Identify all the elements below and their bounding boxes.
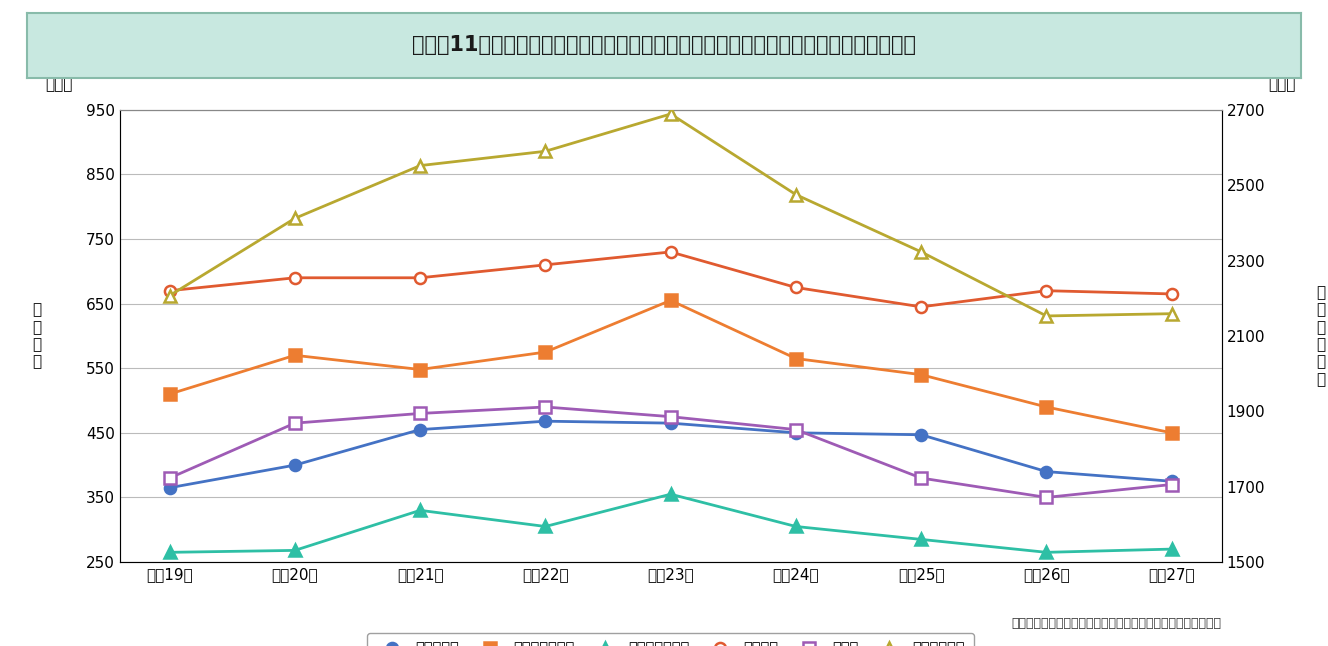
仕事疲れ (663, 248, 679, 256)
仕事の失敗 (538, 417, 554, 425)
その他 (287, 419, 303, 427)
職場の人間関係 (412, 366, 428, 373)
勤務問題合計 (1163, 310, 1179, 318)
勤務問題合計 (412, 162, 428, 169)
職場の人間関係 (788, 355, 803, 362)
勤務問題合計 (914, 248, 930, 256)
職場の人間関係 (287, 351, 303, 359)
仕事疲れ (538, 261, 554, 269)
勤務問題合計 (788, 191, 803, 198)
仕事疲れ (412, 274, 428, 282)
仕事の失敗 (914, 431, 930, 439)
職場環境の変化 (287, 547, 303, 554)
仕事の失敗 (663, 419, 679, 427)
仕事の失敗 (412, 426, 428, 433)
Text: （人）: （人） (1268, 77, 1296, 92)
Text: 第２－11図　「勤務問題」を原因・動機とする自殺者数の推移（原因・動機小分類別）: 第２－11図 「勤務問題」を原因・動機とする自殺者数の推移（原因・動機小分類別） (412, 36, 916, 55)
その他 (914, 474, 930, 482)
Line: 仕事の失敗: 仕事の失敗 (165, 415, 1177, 494)
仕事の失敗 (788, 429, 803, 437)
勤務問題合計 (287, 214, 303, 222)
Text: 勤
務
問
題
合
計: 勤 務 問 題 合 計 (1316, 285, 1325, 387)
仕事疲れ (287, 274, 303, 282)
その他 (1163, 481, 1179, 488)
その他 (788, 426, 803, 433)
仕事の失敗 (162, 484, 178, 492)
仕事疲れ (914, 303, 930, 311)
職場環境の変化 (663, 490, 679, 498)
仕事の失敗 (287, 461, 303, 469)
職場の人間関係 (1163, 429, 1179, 437)
Line: 職場環境の変化: 職場環境の変化 (163, 488, 1178, 559)
職場環境の変化 (162, 548, 178, 556)
職場環境の変化 (788, 523, 803, 530)
Line: その他: その他 (165, 401, 1177, 503)
職場環境の変化 (1163, 545, 1179, 553)
勤務問題合計 (538, 147, 554, 155)
職場の人間関係 (538, 348, 554, 356)
仕事疲れ (788, 284, 803, 291)
職場環境の変化 (914, 536, 930, 543)
勤務問題合計 (663, 110, 679, 118)
その他 (412, 410, 428, 417)
職場環境の変化 (1038, 548, 1054, 556)
仕事疲れ (162, 287, 178, 295)
勤務問題合計 (162, 292, 178, 300)
職場の人間関係 (1038, 403, 1054, 411)
Line: 仕事疲れ: 仕事疲れ (165, 246, 1177, 313)
職場の人間関係 (162, 390, 178, 398)
その他 (1038, 494, 1054, 501)
職場環境の変化 (538, 523, 554, 530)
Line: 職場の人間関係: 職場の人間関係 (165, 295, 1177, 439)
その他 (663, 413, 679, 421)
Text: 資料：警察庁「自殺統計」より厚生労働省自殺対策推進室作成: 資料：警察庁「自殺統計」より厚生労働省自殺対策推進室作成 (1012, 617, 1222, 630)
勤務問題合計 (1038, 312, 1054, 320)
職場の人間関係 (663, 297, 679, 304)
Text: （人）: （人） (45, 77, 73, 92)
仕事疲れ (1163, 290, 1179, 298)
Line: 勤務問題合計: 勤務問題合計 (163, 108, 1178, 322)
職場の人間関係 (914, 371, 930, 379)
Legend: 仕事の失敗, 職場の人間関係, 職場環境の変化, 仕事疲れ, その他, 勤務問題合計: 仕事の失敗, 職場の人間関係, 職場環境の変化, 仕事疲れ, その他, 勤務問題… (368, 632, 973, 646)
その他 (538, 403, 554, 411)
職場環境の変化 (412, 506, 428, 514)
Text: 小
分
類
別: 小 分 類 別 (32, 302, 41, 370)
仕事の失敗 (1163, 477, 1179, 485)
仕事の失敗 (1038, 468, 1054, 475)
仕事疲れ (1038, 287, 1054, 295)
その他 (162, 474, 178, 482)
